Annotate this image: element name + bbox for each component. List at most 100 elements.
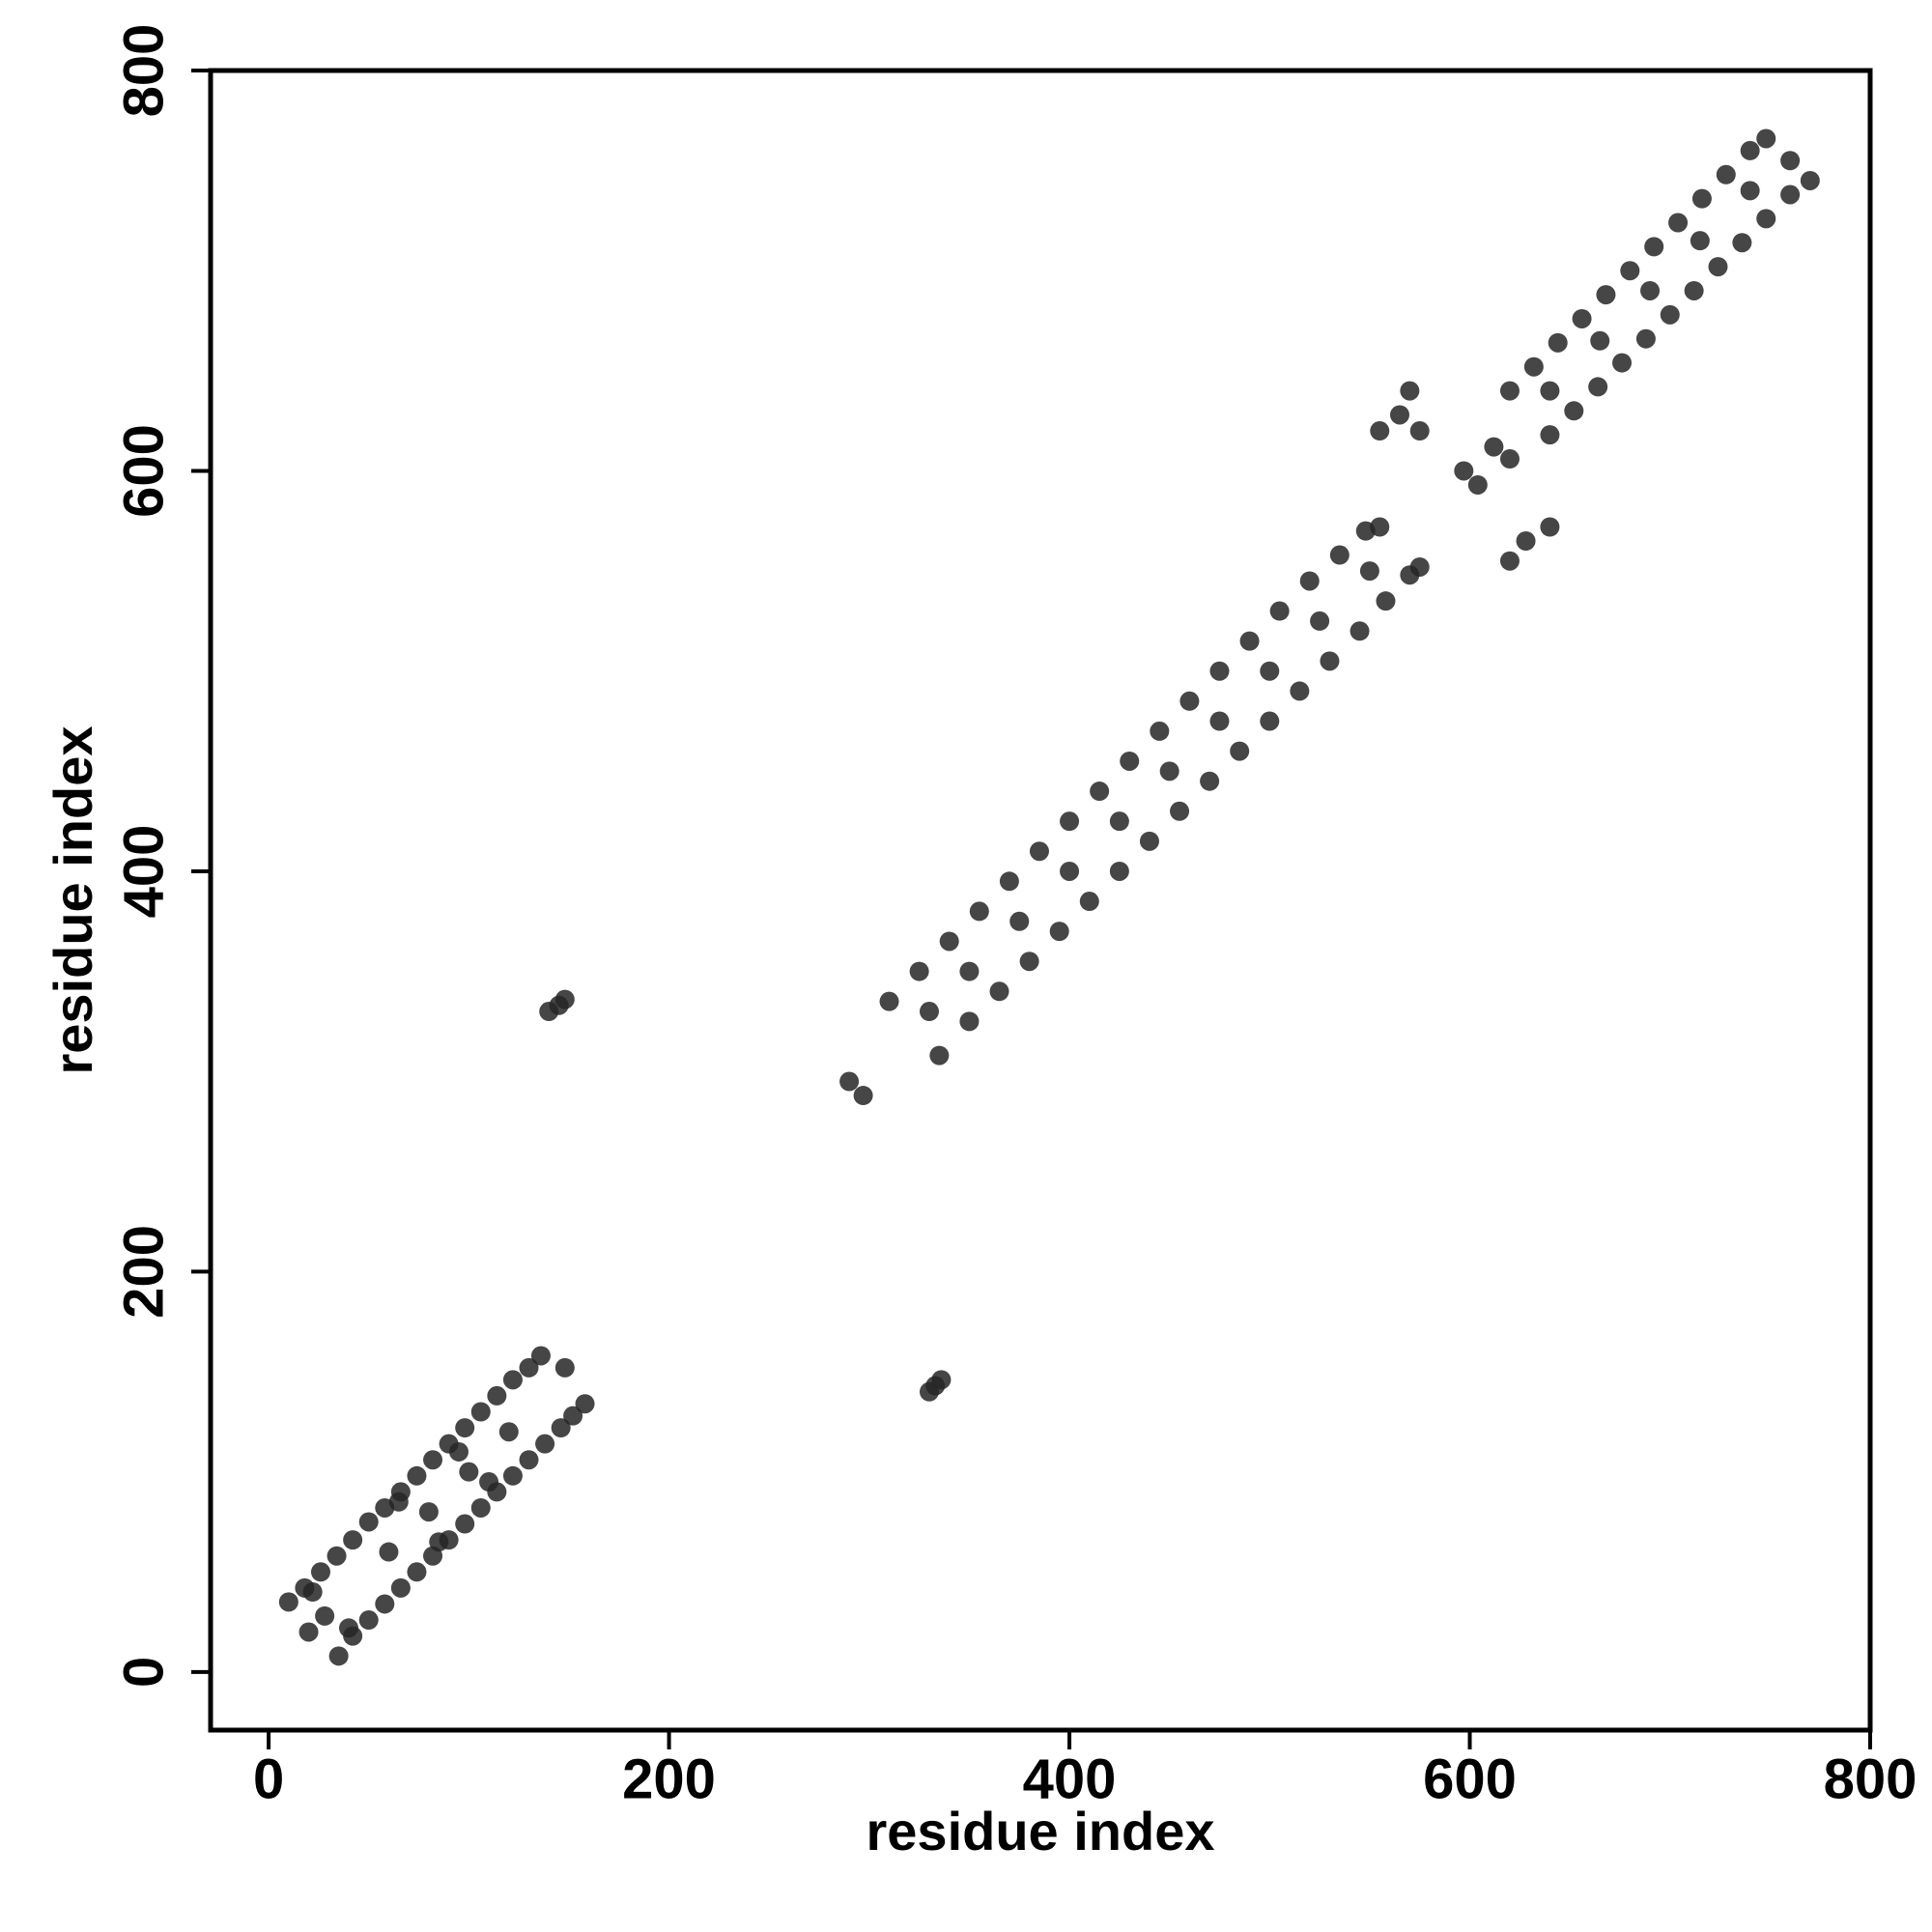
point	[1756, 209, 1776, 229]
point	[1800, 170, 1820, 190]
point	[358, 1610, 379, 1631]
point	[502, 1465, 523, 1486]
point	[1499, 381, 1520, 401]
point	[879, 991, 899, 1011]
point	[1467, 474, 1488, 495]
point	[929, 1045, 950, 1065]
point	[969, 901, 989, 922]
point	[1200, 771, 1220, 791]
point	[1740, 140, 1760, 160]
point	[1260, 661, 1280, 681]
point	[999, 871, 1019, 892]
point	[939, 931, 959, 952]
point	[502, 1370, 523, 1390]
point	[390, 1577, 411, 1598]
point	[1620, 261, 1640, 281]
point	[1732, 233, 1752, 253]
point	[1370, 517, 1390, 537]
point	[1548, 332, 1568, 353]
point	[1540, 517, 1560, 537]
point	[375, 1594, 395, 1614]
point	[1019, 952, 1039, 972]
point	[1159, 761, 1179, 781]
point	[535, 1434, 555, 1454]
point	[343, 1530, 363, 1550]
x-tick-label: 800	[1824, 1747, 1918, 1810]
point	[1179, 691, 1200, 711]
point	[1780, 151, 1801, 171]
point	[1454, 461, 1474, 481]
point	[1060, 811, 1080, 832]
point	[298, 1622, 319, 1642]
point	[498, 1422, 519, 1442]
point	[563, 1406, 583, 1426]
point	[1588, 377, 1608, 397]
point	[1230, 741, 1250, 761]
plot-frame	[208, 68, 1873, 1733]
point	[1660, 304, 1680, 325]
point	[530, 1346, 551, 1366]
point	[310, 1562, 330, 1582]
point	[379, 1542, 399, 1562]
point	[1299, 571, 1320, 591]
point	[1409, 421, 1430, 441]
point	[1376, 591, 1396, 611]
point	[853, 1086, 873, 1106]
point	[407, 1562, 427, 1582]
point	[358, 1512, 379, 1532]
point	[1708, 257, 1728, 277]
point	[1090, 781, 1110, 802]
point	[302, 1582, 323, 1603]
point	[575, 1394, 595, 1414]
point	[1684, 280, 1704, 300]
point	[1350, 621, 1370, 641]
point	[1668, 213, 1689, 233]
point	[1290, 681, 1310, 701]
point	[1635, 328, 1656, 349]
point	[919, 1002, 939, 1022]
point	[989, 981, 1009, 1002]
point	[1370, 421, 1390, 441]
point	[407, 1465, 427, 1486]
point	[1359, 561, 1379, 582]
point	[1691, 188, 1712, 209]
y-tick-label: 800	[112, 24, 175, 118]
point	[328, 1646, 349, 1666]
point	[455, 1418, 475, 1438]
point	[1644, 237, 1664, 257]
point	[1499, 551, 1520, 571]
point	[909, 961, 929, 981]
point	[839, 1071, 860, 1092]
point	[1009, 911, 1030, 931]
point	[1516, 531, 1536, 552]
point	[554, 989, 575, 1009]
point	[1523, 356, 1544, 377]
point	[1716, 164, 1736, 185]
point	[1260, 711, 1280, 731]
x-tick-label: 200	[622, 1747, 716, 1810]
point	[1170, 801, 1190, 821]
point	[1400, 381, 1420, 401]
point	[1540, 425, 1560, 445]
point	[1209, 711, 1230, 731]
point	[1780, 185, 1801, 205]
y-tick-label: 0	[112, 1657, 175, 1688]
point	[470, 1497, 491, 1518]
x-axis-title: residue index	[866, 1801, 1214, 1861]
point	[1109, 861, 1129, 881]
point	[1120, 751, 1140, 771]
y-tick-label: 200	[112, 1225, 175, 1319]
y-axis-title: residue index	[43, 725, 103, 1074]
point	[1690, 231, 1710, 251]
point	[1572, 308, 1592, 328]
point	[1320, 651, 1340, 671]
point	[1409, 556, 1430, 577]
point	[1269, 601, 1290, 621]
x-tick-label: 0	[253, 1747, 284, 1810]
point	[487, 1385, 507, 1406]
point	[1756, 128, 1776, 149]
point	[448, 1441, 469, 1462]
point	[1139, 831, 1159, 851]
point	[1150, 721, 1170, 741]
